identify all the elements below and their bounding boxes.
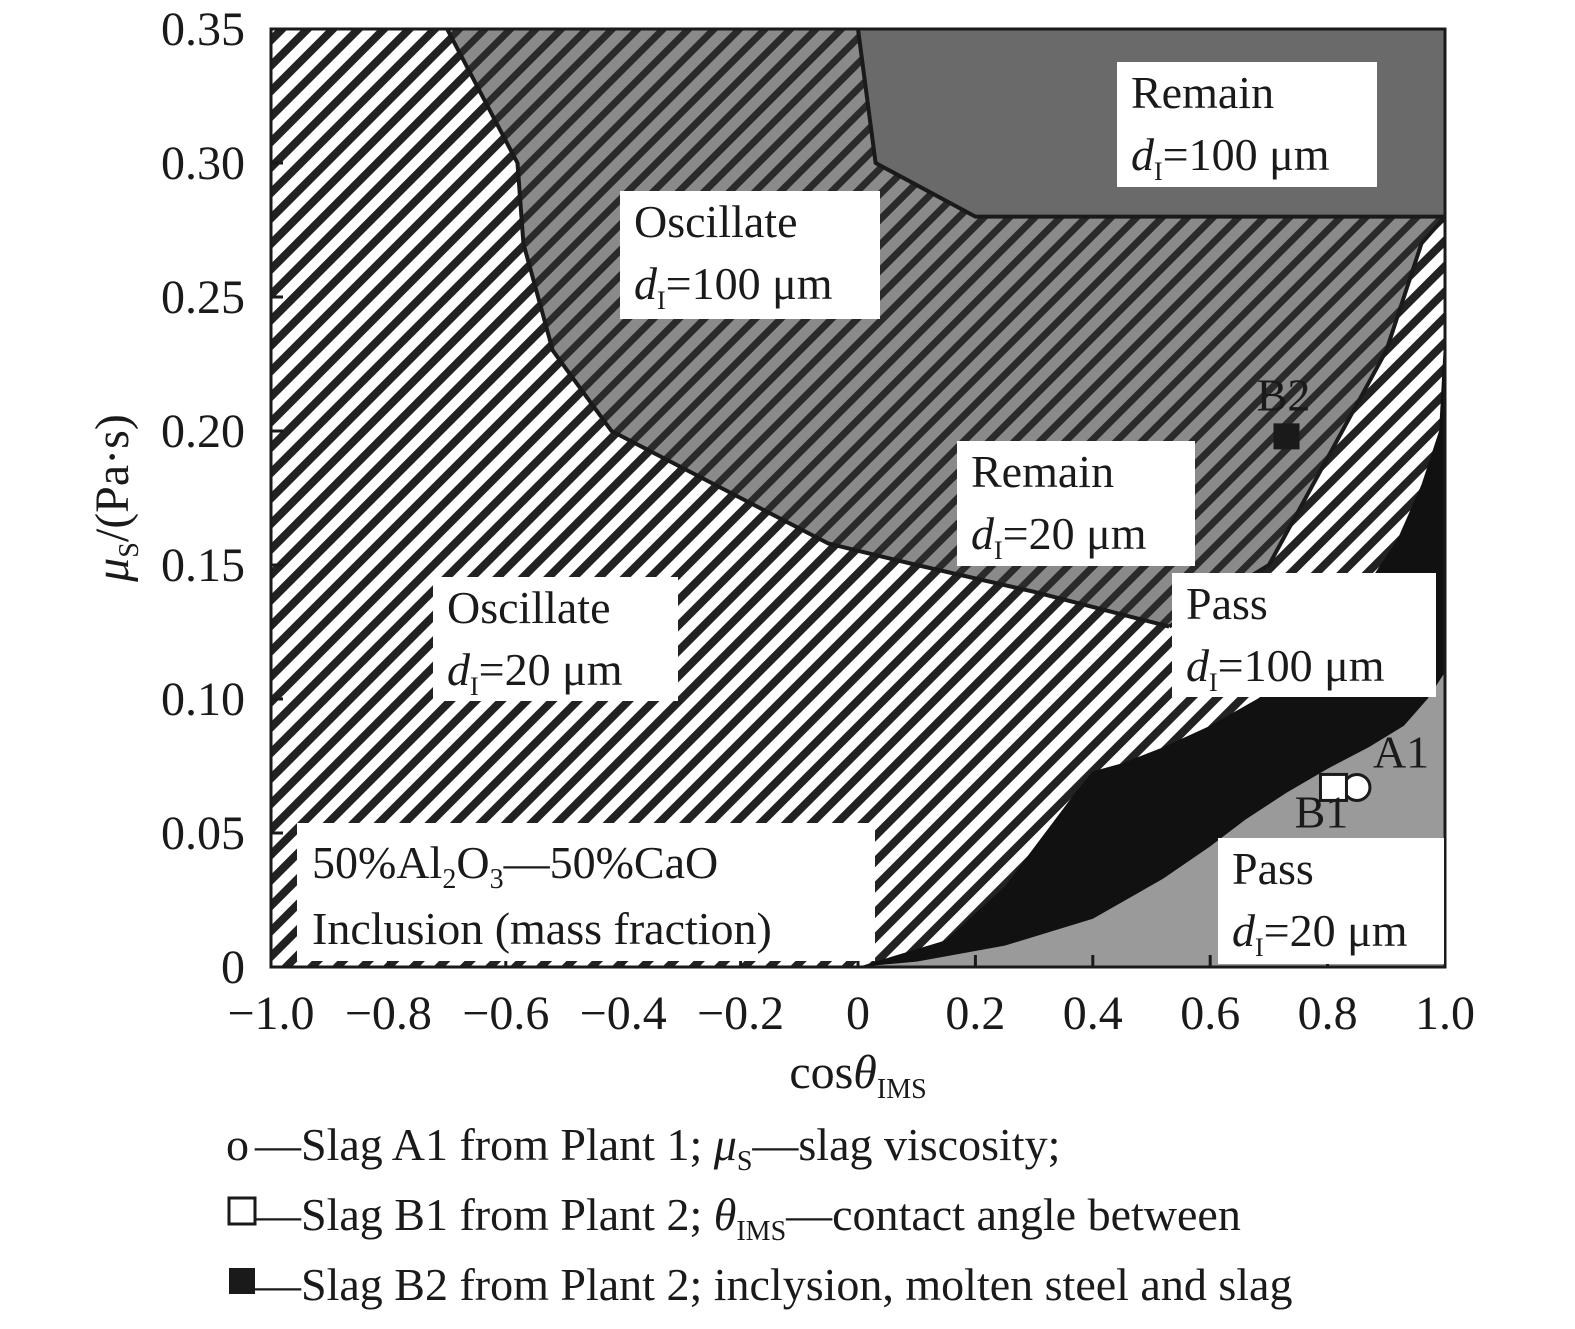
y-tick-label: 0.15 [161, 539, 245, 592]
region-label-diameter: dI=20 μm [1232, 905, 1408, 962]
region-label-word: Oscillate [634, 196, 798, 247]
legend-item-3: —Slag B2 from Plant 2; inclysion, molten… [229, 1259, 1292, 1310]
region-label-word: Oscillate [447, 582, 611, 633]
label-box [957, 441, 1195, 566]
label-box [1117, 62, 1377, 187]
y-tick-label: 0.35 [161, 3, 245, 56]
x-tick-label: −0.8 [345, 987, 432, 1040]
y-tick-label: 0.20 [161, 405, 245, 458]
x-tick-label: 0.6 [1180, 987, 1240, 1040]
x-tick-label: −0.2 [697, 987, 784, 1040]
label-box [433, 577, 678, 701]
x-tick-label: 0.8 [1298, 987, 1358, 1040]
x-tick-label: 0.2 [945, 987, 1005, 1040]
legend-item-2: —Slag B1 from Plant 2; θIMS—contact angl… [227, 1189, 1241, 1247]
x-tick-label: 0 [846, 987, 870, 1040]
boundary-line-oscillate-20-100 [445, 29, 1170, 629]
region-label-oscillate-20: Oscillate dI=20 μm [433, 577, 678, 701]
legend-marker [229, 1268, 255, 1294]
y-axis-title: μS/(Pa·s) [86, 414, 145, 583]
point-label: B1 [1295, 786, 1349, 837]
legend-text: —Slag B1 from Plant 2; θIMS—contact angl… [254, 1189, 1241, 1247]
legend-item-1: o —Slag A1 from Plant 1; μS—slag viscosit… [226, 1119, 1060, 1177]
region-label-diameter: dI=20 μm [447, 644, 623, 701]
y-tick-label: 0.25 [161, 271, 245, 324]
region-label-word: Pass [1186, 578, 1268, 629]
x-tick-label: −0.6 [462, 987, 549, 1040]
data-point-a1: A1 [1342, 726, 1429, 802]
composition-note: 50%Al2O3—50%CaO Inclusion (mass fraction) [297, 823, 875, 961]
x-tick-label: 0.4 [1063, 987, 1123, 1040]
legend-text: —Slag B2 from Plant 2; inclysion, molten… [254, 1259, 1292, 1310]
x-tick-label: −1.0 [227, 987, 314, 1040]
y-tick-label: 0.10 [161, 673, 245, 726]
x-tick-label: 1.0 [1415, 987, 1475, 1040]
region-label-diameter: dI=100 μm [634, 258, 833, 315]
point-label: B2 [1257, 369, 1311, 420]
region-label-remain-20: Remain dI=20 μm [957, 441, 1195, 566]
point-marker [1318, 772, 1348, 802]
region-label-diameter: dI=100 μm [1186, 640, 1385, 697]
region-label-remain-100: Remain dI=100 μm [1117, 62, 1377, 187]
region-label-oscillate-100: Oscillate dI=100 μm [620, 191, 880, 319]
label-box [1218, 838, 1444, 964]
region-label-diameter: dI=20 μm [971, 508, 1147, 565]
region-label-word: Remain [1131, 67, 1274, 118]
y-tick-label: 0.05 [161, 807, 245, 860]
data-point-b2: B2 [1257, 369, 1311, 450]
legend-marker [227, 1196, 257, 1226]
y-tick-label: 0.30 [161, 137, 245, 190]
label-box [620, 191, 880, 319]
label-box [297, 823, 875, 961]
composition-line-2: Inclusion (mass fraction) [312, 903, 772, 954]
region-label-diameter: dI=100 μm [1131, 129, 1330, 186]
region-label-pass-20: Pass dI=20 μm [1218, 838, 1444, 964]
point-marker [1273, 423, 1300, 450]
x-tick-label: −0.4 [580, 987, 667, 1040]
point-label: A1 [1373, 726, 1429, 777]
region-label-pass-100: Pass dI=100 μm [1172, 573, 1436, 697]
data-point-b1: B1 [1295, 772, 1349, 837]
y-tick-label: 0 [221, 941, 245, 994]
boundary-line-remain-100 [856, 29, 1445, 219]
legend-text: —Slag A1 from Plant 1; μS—slag viscosity… [254, 1119, 1060, 1177]
label-box [1172, 573, 1436, 697]
composition-line-1: 50%Al2O3—50%CaO [312, 837, 718, 895]
region-label-word: Pass [1232, 843, 1314, 894]
legend-marker: o [226, 1119, 249, 1170]
x-axis-title: cosθIMS [789, 1046, 926, 1105]
region-label-word: Remain [971, 446, 1114, 497]
